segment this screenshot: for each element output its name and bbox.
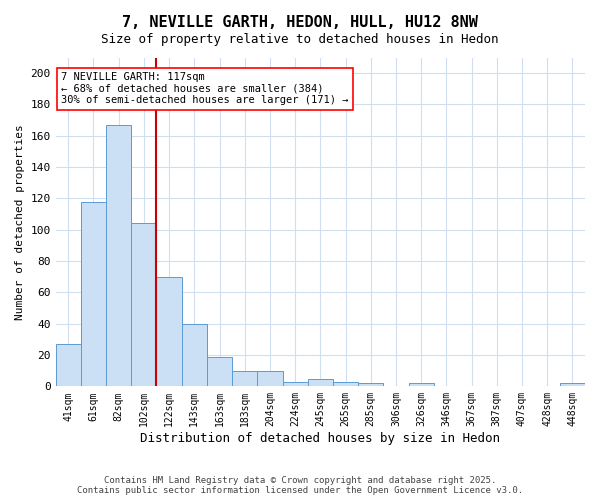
Bar	[333, 382, 358, 386]
Bar	[283, 382, 308, 386]
Bar	[207, 356, 232, 386]
Text: Size of property relative to detached houses in Hedon: Size of property relative to detached ho…	[101, 32, 499, 46]
Text: 7, NEVILLE GARTH, HEDON, HULL, HU12 8NW: 7, NEVILLE GARTH, HEDON, HULL, HU12 8NW	[122, 15, 478, 30]
Bar	[358, 383, 383, 386]
X-axis label: Distribution of detached houses by size in Hedon: Distribution of detached houses by size …	[140, 432, 500, 445]
Bar	[232, 370, 257, 386]
Bar	[81, 202, 106, 386]
Bar	[131, 224, 157, 386]
Bar	[257, 370, 283, 386]
Bar	[560, 383, 585, 386]
Bar	[106, 125, 131, 386]
Text: 7 NEVILLE GARTH: 117sqm
← 68% of detached houses are smaller (384)
30% of semi-d: 7 NEVILLE GARTH: 117sqm ← 68% of detache…	[61, 72, 349, 106]
Bar	[56, 344, 81, 387]
Bar	[157, 276, 182, 386]
Bar	[182, 324, 207, 386]
Bar	[409, 383, 434, 386]
Text: Contains HM Land Registry data © Crown copyright and database right 2025.
Contai: Contains HM Land Registry data © Crown c…	[77, 476, 523, 495]
Y-axis label: Number of detached properties: Number of detached properties	[15, 124, 25, 320]
Bar	[308, 378, 333, 386]
